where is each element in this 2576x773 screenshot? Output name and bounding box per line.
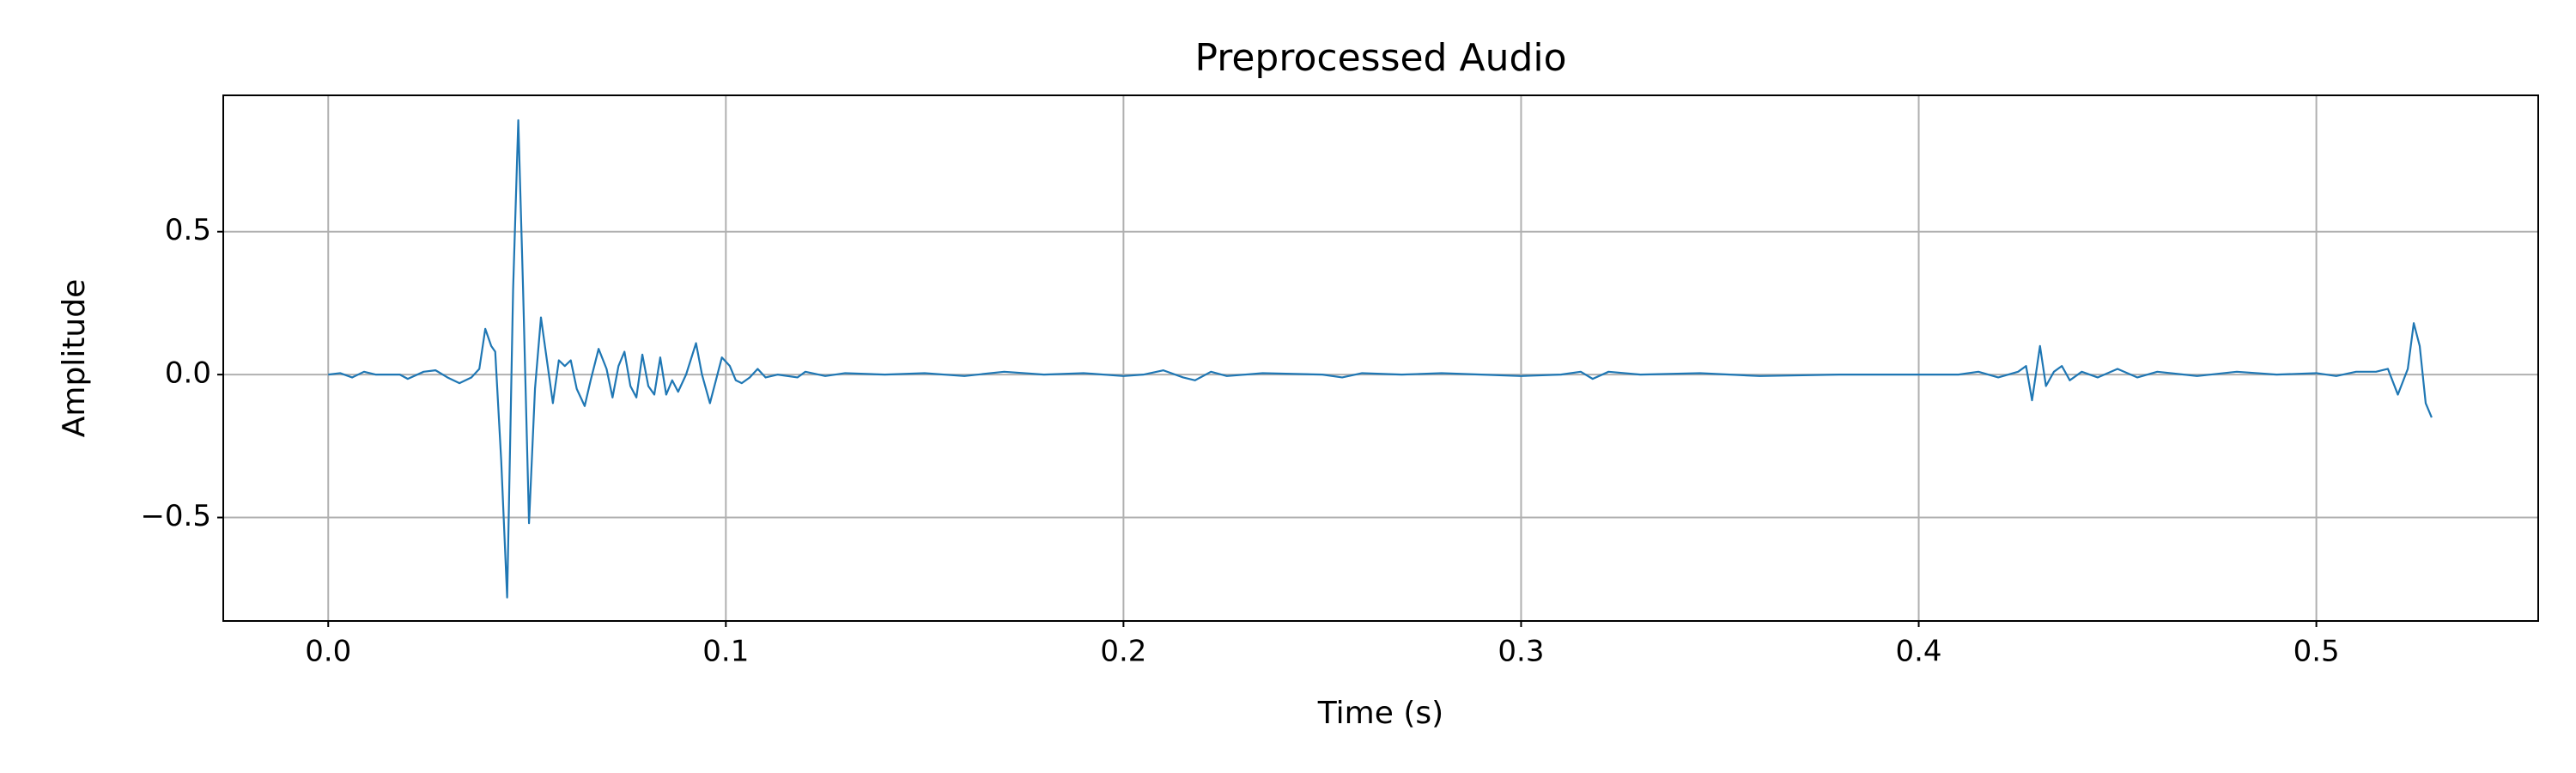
x-axis-label: Time (s) — [1317, 696, 1443, 731]
x-tick-label: 0.2 — [1100, 635, 1146, 669]
y-axis-label: Amplitude — [57, 279, 92, 437]
chart-title: Preprocessed Audio — [1194, 36, 1566, 80]
axes-frame — [222, 94, 2539, 622]
x-tick-label: 0.1 — [702, 635, 749, 669]
ticks: 0.0 0.1 0.2 0.3 0.4 0.5 −0.5 0.0 0.5 — [140, 213, 2339, 668]
y-tick-label: 0.0 — [165, 356, 211, 391]
x-tick-label: 0.3 — [1498, 635, 1544, 669]
y-tick-label: −0.5 — [140, 499, 211, 533]
grid — [223, 95, 2538, 621]
x-tick-label: 0.5 — [2293, 635, 2340, 669]
y-tick-label: 0.5 — [165, 213, 211, 247]
plot-area — [328, 119, 2433, 599]
x-tick-label: 0.0 — [305, 635, 351, 669]
x-tick-label: 0.4 — [1895, 635, 1941, 669]
waveform-line — [328, 119, 2433, 599]
